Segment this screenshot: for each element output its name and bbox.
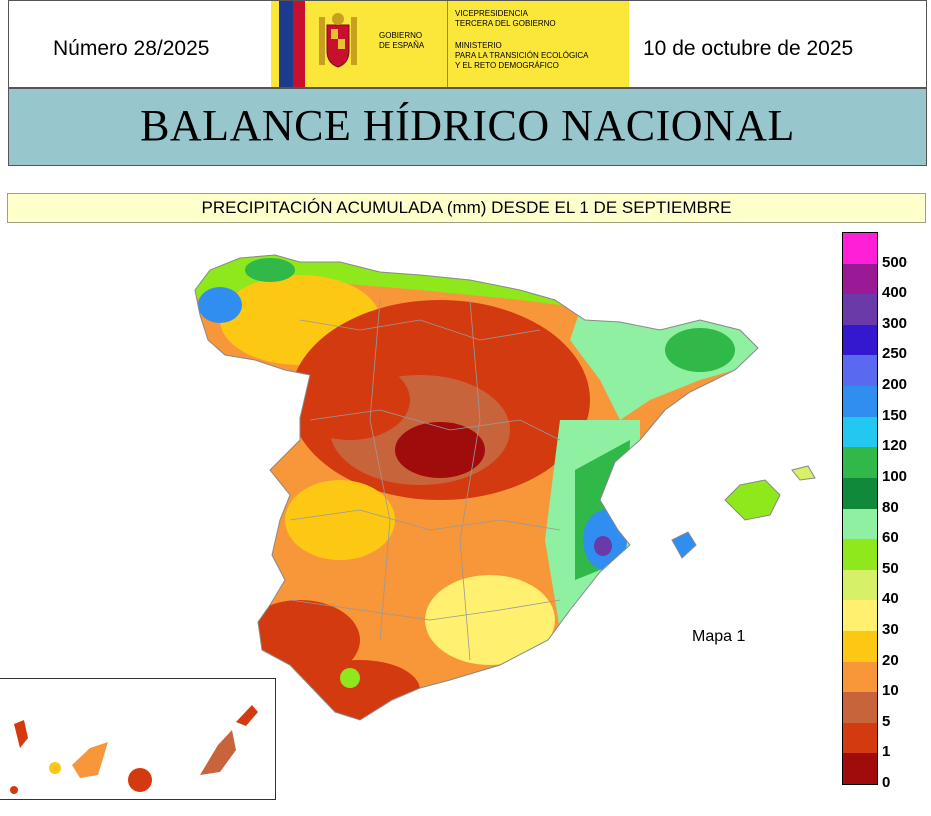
legend-label: 80 (882, 498, 899, 516)
legend-swatch (843, 600, 877, 632)
mallorca (724, 479, 781, 521)
vicepresidency-label: VICEPRESIDENCIA TERCERA DEL GOBIERNO (455, 9, 556, 28)
legend-label: 20 (882, 651, 899, 669)
issue-number: Número 28/2025 (53, 37, 210, 60)
legend-swatch (843, 355, 877, 387)
menorca (791, 465, 816, 481)
logo-divider (447, 1, 448, 87)
legend-label: 0 (882, 774, 891, 791)
legend-label: 150 (882, 406, 908, 424)
ibiza (671, 531, 697, 559)
legend-label: 50 (882, 559, 899, 577)
legend-swatch (843, 477, 877, 509)
government-label: GOBIERNO DE ESPAÑA (379, 31, 425, 50)
province-borders (289, 299, 561, 661)
peninsula-outline (194, 254, 759, 721)
legend-label: 60 (882, 529, 899, 547)
legend-swatch (843, 447, 877, 479)
legend-label: 30 (882, 620, 899, 638)
legend-swatch (843, 692, 877, 724)
legend-label: 100 (882, 467, 908, 485)
legend-swatch (843, 569, 877, 601)
legend-label: 500 (882, 253, 908, 271)
color-legend (842, 232, 878, 785)
legend-label: 300 (882, 314, 908, 332)
legend-swatch (843, 630, 877, 663)
canary-inset-frame (0, 678, 276, 800)
legend-swatch (843, 539, 877, 571)
legend-swatch (843, 661, 877, 693)
legend-label: 400 (882, 284, 908, 302)
legend-label: 10 (882, 682, 899, 700)
bulletin-header: Número 28/2025 GOBIERNO DE ESPAÑA VICEPR… (8, 0, 927, 88)
legend-label: 200 (882, 376, 908, 394)
legend-swatch (843, 386, 877, 418)
legend-swatch (843, 294, 877, 326)
flag-strip-blue (279, 1, 293, 87)
map-label: Mapa 1 (692, 628, 746, 645)
legend-label: 1 (882, 743, 891, 761)
government-logo: GOBIERNO DE ESPAÑA VICEPRESIDENCIA TERCE… (271, 1, 629, 87)
legend-swatch (843, 233, 877, 265)
legend-swatch (843, 416, 877, 448)
precipitation-field (195, 255, 758, 720)
legend-swatch (843, 263, 877, 295)
legend-label: 40 (882, 590, 899, 608)
legend-swatch (843, 508, 877, 540)
flag-strip-red (293, 1, 305, 87)
legend-swatch (843, 324, 877, 356)
precipitation-map (10, 254, 816, 794)
map-subtitle: PRECIPITACIÓN ACUMULADA (mm) DESDE EL 1 … (7, 193, 926, 223)
legend-swatch (843, 722, 877, 754)
bulletin-date: 10 de octubre de 2025 (643, 37, 854, 60)
ministry-label: MINISTERIO PARA LA TRANSICIÓN ECOLÓGICA … (455, 41, 589, 70)
legend-label: 120 (882, 437, 908, 455)
legend-label: 5 (882, 712, 891, 730)
canary-islands (10, 705, 258, 794)
coat-of-arms-icon (319, 13, 357, 68)
legend-label: 250 (882, 345, 908, 363)
legend-swatch (843, 753, 877, 785)
page-title: BALANCE HÍDRICO NACIONAL (8, 88, 927, 166)
